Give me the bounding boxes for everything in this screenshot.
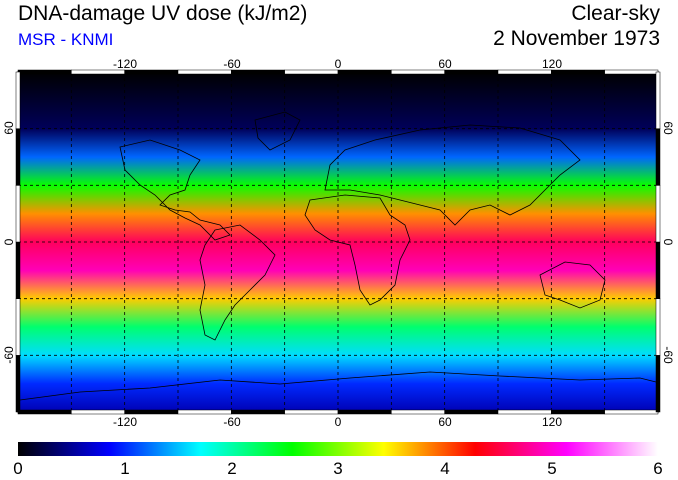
colorbar-label-6: 6	[653, 459, 662, 478]
frame-tick	[15, 298, 21, 356]
lat-label-right-3: -60	[661, 346, 675, 364]
source-label: MSR - KNMI	[18, 30, 114, 49]
australia-coast	[539, 261, 606, 309]
date-label: 2 November 1973	[493, 27, 660, 50]
lon-label-top-2: -60	[223, 57, 241, 71]
colorbar-label-3: 3	[333, 459, 342, 478]
lon-label-bottom-1: -120	[113, 415, 137, 429]
south-america-coast	[199, 224, 276, 341]
colorbar	[18, 442, 658, 456]
frame-tick	[444, 69, 499, 75]
frame-tick	[337, 409, 392, 415]
frame-tick	[231, 409, 285, 415]
frame-tick	[337, 69, 392, 75]
lon-label-bottom-2: -60	[223, 415, 241, 429]
frame-tick	[124, 409, 179, 415]
frame-tick	[15, 241, 21, 299]
frame-tick	[17, 69, 72, 75]
frame-tick	[17, 409, 72, 415]
frame-tick	[177, 409, 232, 415]
lat-label-right-1: 60	[661, 121, 675, 135]
frame-tick	[655, 71, 661, 129]
colorbar-label-5: 5	[547, 459, 556, 478]
frame-tick	[284, 409, 339, 415]
frame-tick	[15, 71, 21, 129]
frame-tick	[655, 128, 661, 186]
lon-label-bottom-3: 0	[335, 415, 342, 429]
colorbar-label-2: 2	[227, 459, 236, 478]
frame-tick	[604, 409, 659, 415]
lat-label-left-3: -60	[2, 346, 16, 364]
lat-label-left-1: 60	[2, 121, 16, 135]
sky-condition-label: Clear-sky	[571, 2, 660, 25]
frame-tick	[391, 69, 445, 75]
antarctica-coast	[19, 371, 657, 401]
africa-coast	[304, 194, 411, 306]
greenland-coast	[254, 111, 301, 151]
frame-tick	[71, 409, 125, 415]
frame-tick	[655, 185, 661, 243]
right-lat-labels: 60 0 -60	[661, 121, 675, 364]
lon-label-top-5: 120	[542, 57, 562, 71]
north-america-coast	[119, 139, 231, 241]
gridlines	[18, 72, 658, 412]
frame-tick	[284, 69, 339, 75]
frame-tick	[655, 298, 661, 356]
bottom-lon-labels: -120 -60 0 60 120	[113, 415, 562, 429]
axis-ticks	[15, 69, 661, 415]
colorbar-labels: 0 1 2 3 4 5 6	[13, 459, 662, 478]
frame-tick	[551, 409, 605, 415]
left-lat-labels: 60 0 -60	[2, 121, 16, 364]
map-title: DNA-damage UV dose (kJ/m2)	[18, 2, 308, 25]
frame-tick	[655, 355, 661, 413]
top-lon-labels: -120 -60 0 60 120	[113, 57, 562, 71]
frame-tick	[444, 409, 499, 415]
frame-tick	[391, 409, 445, 415]
frame-tick	[604, 69, 659, 75]
frame-tick	[655, 241, 661, 299]
lat-label-left-2: 0	[2, 238, 16, 245]
colorbar-label-1: 1	[120, 459, 129, 478]
lon-label-top-3: 0	[335, 57, 342, 71]
eurasia-coast	[324, 124, 581, 226]
lon-label-top-4: 60	[438, 57, 452, 71]
frame-tick	[15, 185, 21, 243]
colorbar-label-0: 0	[13, 459, 22, 478]
lon-label-top-1: -120	[113, 57, 137, 71]
lat-label-right-2: 0	[661, 239, 675, 246]
frame-tick	[15, 128, 21, 186]
frame-tick	[497, 409, 552, 415]
lon-label-bottom-4: 60	[438, 415, 452, 429]
lon-label-bottom-5: 120	[542, 415, 562, 429]
colorbar-label-4: 4	[440, 459, 449, 478]
frame-tick	[15, 355, 21, 413]
coastlines	[19, 111, 657, 401]
